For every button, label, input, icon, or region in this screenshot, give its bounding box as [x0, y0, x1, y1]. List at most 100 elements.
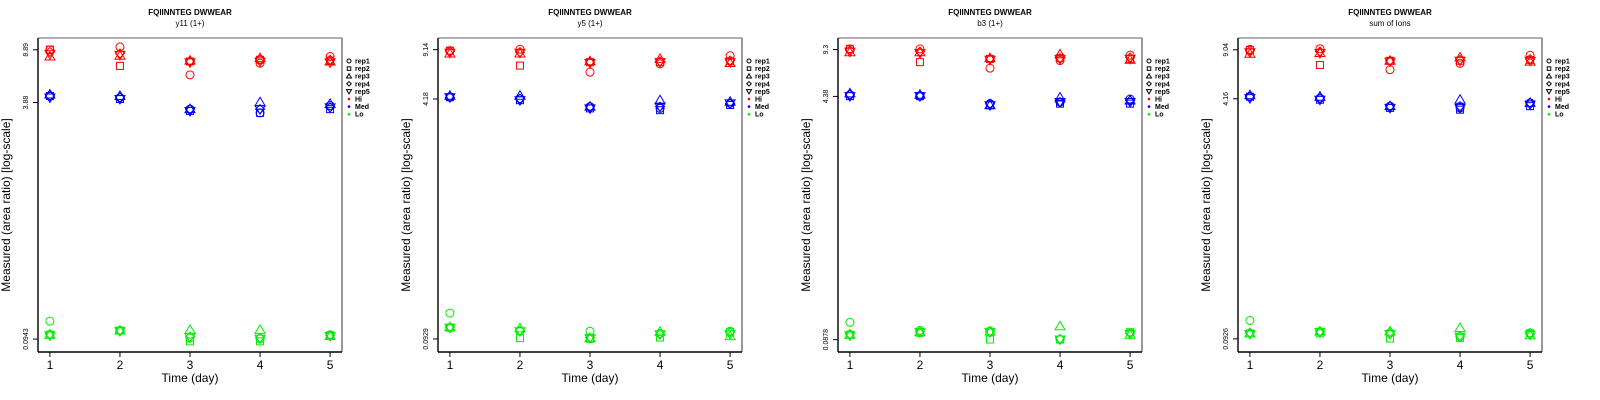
data-point-lo-rep4: [914, 326, 926, 337]
data-point-lo-rep5: [514, 327, 526, 338]
data-point-hi-rep4: [844, 45, 856, 56]
data-point-lo-rep4: [1124, 328, 1136, 339]
data-point-med-rep5: [1454, 103, 1466, 114]
legend-label: rep4: [1155, 81, 1170, 88]
data-point-hi-rep1: [185, 70, 195, 80]
data-point-lo-rep1: [845, 317, 855, 327]
data-point-hi-rep4: [984, 53, 996, 65]
legend-rep5-triangle-down-icon: [1545, 89, 1553, 95]
y-axis-label: Measured (area ratio) [log-scale]: [799, 118, 813, 291]
data-point-hi-rep1: [915, 44, 925, 54]
series-hi: [844, 44, 1136, 73]
chart-title: FQIINNTEG DWWEAR: [148, 8, 232, 17]
data-point-lo-rep1: [1245, 315, 1255, 325]
data-point-hi-rep2: [115, 61, 124, 70]
legend-rep3-triangle-up-icon: [1145, 72, 1153, 79]
data-point-lo-rep4: [444, 321, 456, 333]
y-tick-label: 8.89: [23, 43, 30, 57]
data-point-lo-rep4: [324, 330, 336, 341]
data-point-lo-rep2: [656, 333, 665, 342]
x-tick-label: 1: [847, 358, 854, 372]
series-hi: [444, 44, 736, 77]
legend-rep4-diamond-icon: [1546, 80, 1552, 87]
chart-panel-2: FQIINNTEG DWWEAR y5 (1+) 9.14 4.18 0.0929 1 2 3…: [399, 8, 770, 385]
data-point-lo-rep5: [584, 334, 596, 345]
data-point-med-rep2: [256, 108, 265, 117]
x-tick-label: 2: [917, 358, 924, 372]
data-point-med-rep5: [914, 92, 926, 103]
data-point-hi-rep4: [914, 46, 926, 57]
legend-label: rep5: [1555, 89, 1570, 96]
data-point-med-rep5: [44, 93, 56, 104]
data-point-hi-rep5: [114, 50, 126, 61]
legend-rep1-circle-icon: [746, 58, 752, 64]
data-point-med-rep5: [1124, 98, 1136, 109]
data-point-lo-rep3: [1054, 320, 1066, 331]
legend-label: rep2: [1555, 66, 1570, 73]
legend-label: rep2: [1155, 66, 1170, 73]
legend-label: rep1: [355, 59, 370, 66]
data-point-lo-rep5: [844, 331, 856, 342]
legend-med-dot-icon: [1547, 105, 1551, 108]
legend-lo-dot-icon: [1147, 112, 1151, 116]
data-point-hi-rep5: [254, 57, 266, 68]
data-point-lo-rep1: [45, 316, 55, 326]
legend-rep2-square-icon: [1146, 66, 1152, 71]
data-point-lo-rep4: [1454, 330, 1466, 342]
legend-rep3-triangle-up-icon: [745, 72, 753, 79]
legend-rep2-square-icon: [746, 66, 752, 71]
data-point-hi-rep5: [1454, 56, 1466, 67]
chart-subtitle: b3 (1+): [977, 19, 1003, 28]
data-point-lo-rep3: [254, 323, 266, 334]
y-tick-label: 4.38: [823, 89, 830, 103]
legend-label: rep3: [755, 74, 770, 81]
series-med: [1244, 89, 1536, 114]
x-tick-label: 5: [1527, 358, 1534, 372]
legend-label: Hi: [1155, 97, 1162, 104]
chart-title: FQIINNTEG DWWEAR: [548, 8, 632, 17]
data-point-med-rep5: [584, 104, 596, 115]
data-point-med-rep5: [254, 105, 266, 116]
legend-med-dot-icon: [347, 105, 351, 108]
data-point-lo-rep5: [1314, 328, 1326, 339]
legend-label: rep5: [755, 89, 770, 96]
legend-hi-dot-icon: [747, 97, 751, 101]
data-point-hi-rep5: [1124, 54, 1136, 65]
data-point-med-rep1: [115, 93, 125, 103]
data-point-lo-rep2: [186, 337, 194, 346]
data-point-hi-rep5: [324, 58, 336, 69]
x-tick-label: 4: [657, 358, 664, 372]
data-point-hi-rep2: [45, 45, 54, 54]
data-point-med-rep5: [324, 103, 336, 114]
data-point-hi-rep2: [915, 58, 924, 67]
legend-rep1-circle-icon: [1146, 58, 1152, 64]
legend-label: rep2: [755, 66, 770, 73]
data-point-lo-rep4: [184, 331, 196, 342]
legend-label: Hi: [355, 97, 362, 104]
data-point-hi-rep5: [1244, 48, 1256, 59]
legend-rep4-diamond-icon: [346, 80, 352, 87]
data-point-hi-rep1: [585, 67, 595, 77]
data-point-hi-rep5: [844, 47, 856, 58]
data-point-lo-rep5: [1054, 335, 1066, 346]
legend-label: Lo: [1555, 112, 1564, 119]
data-point-med-rep3: [1384, 100, 1396, 111]
data-point-lo-rep4: [584, 332, 596, 343]
x-tick-label: 2: [517, 358, 524, 372]
data-point-med-rep1: [1245, 92, 1255, 102]
legend-label: Med: [1155, 104, 1169, 111]
data-point-hi-rep1: [725, 51, 735, 61]
data-point-lo-rep5: [114, 327, 126, 338]
legend-label: Hi: [1555, 97, 1562, 104]
legend-label: rep1: [1155, 59, 1170, 66]
legend-med-dot-icon: [747, 105, 751, 108]
series-lo: [1244, 315, 1536, 343]
data-point-lo-rep5: [44, 331, 56, 342]
data-point-lo-rep3: [1314, 325, 1326, 336]
data-point-hi-rep5: [44, 50, 56, 61]
y-tick-label: 3.88: [23, 96, 30, 110]
data-point-hi-rep5: [584, 58, 596, 69]
y-tick-label: 4.16: [1223, 92, 1230, 106]
x-tick-label: 2: [1317, 358, 1324, 372]
